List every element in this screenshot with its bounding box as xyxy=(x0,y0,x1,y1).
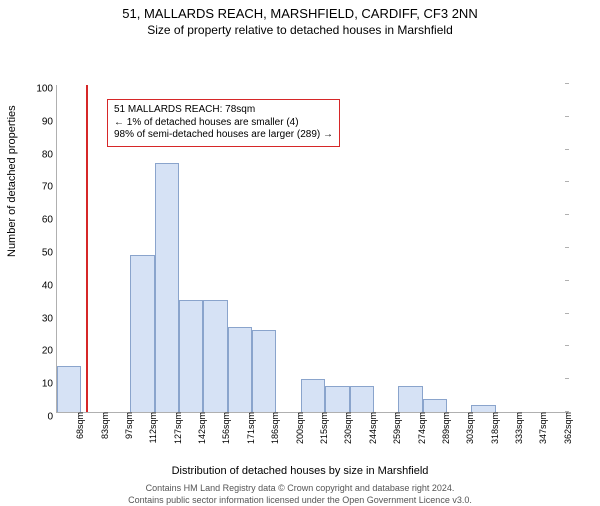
y-tick-mark xyxy=(565,116,569,117)
annotation-line: 51 MALLARDS REACH: 78sqm xyxy=(114,104,333,117)
histogram-bar xyxy=(325,386,349,412)
x-tick-label: 333sqm xyxy=(512,412,524,444)
histogram-bar xyxy=(398,386,422,412)
x-tick-label: 68sqm xyxy=(73,412,85,439)
x-tick-label: 171sqm xyxy=(244,412,256,444)
histogram-bar xyxy=(423,399,447,412)
x-tick-label: 347sqm xyxy=(536,412,548,444)
y-tick-mark xyxy=(565,149,569,150)
x-tick-label: 97sqm xyxy=(122,412,134,439)
footer-attribution: Contains HM Land Registry data © Crown c… xyxy=(0,483,600,506)
x-tick-label: 259sqm xyxy=(390,412,402,444)
y-tick-mark xyxy=(565,247,569,248)
reference-line xyxy=(86,85,88,412)
y-tick-mark xyxy=(565,83,569,84)
y-tick-mark xyxy=(565,345,569,346)
footer-line-2: Contains public sector information licen… xyxy=(0,495,600,506)
x-tick-label: 303sqm xyxy=(463,412,475,444)
y-tick-mark xyxy=(565,214,569,215)
y-tick-label: 100 xyxy=(36,84,57,95)
x-tick-label: 142sqm xyxy=(195,412,207,444)
histogram-bar xyxy=(228,327,252,412)
x-tick-label: 127sqm xyxy=(171,412,183,444)
x-tick-label: 318sqm xyxy=(488,412,500,444)
histogram-bar xyxy=(350,386,374,412)
y-tick-mark xyxy=(565,378,569,379)
x-tick-label: 274sqm xyxy=(415,412,427,444)
histogram-bar xyxy=(57,366,81,412)
annotation-line: ← 1% of detached houses are smaller (4) xyxy=(114,117,333,130)
histogram-bar xyxy=(130,255,154,412)
x-tick-label: 200sqm xyxy=(293,412,305,444)
annotation-line: 98% of semi-detached houses are larger (… xyxy=(114,129,333,142)
x-tick-label: 215sqm xyxy=(317,412,329,444)
footer-line-1: Contains HM Land Registry data © Crown c… xyxy=(0,483,600,495)
y-tick-mark xyxy=(565,181,569,182)
x-tick-label: 186sqm xyxy=(268,412,280,444)
y-tick-mark xyxy=(565,280,569,281)
histogram-bar xyxy=(155,163,179,412)
y-tick-label: 0 xyxy=(47,412,57,423)
y-tick-label: 50 xyxy=(42,248,57,259)
annotation-box: 51 MALLARDS REACH: 78sqm← 1% of detached… xyxy=(107,99,340,147)
page-title: 51, MALLARDS REACH, MARSHFIELD, CARDIFF,… xyxy=(0,6,600,21)
x-axis-label: Distribution of detached houses by size … xyxy=(0,465,600,477)
y-tick-label: 90 xyxy=(42,116,57,127)
plot-area: 010203040506070809010068sqm83sqm97sqm112… xyxy=(56,85,568,413)
y-tick-label: 40 xyxy=(42,280,57,291)
y-tick-mark xyxy=(565,313,569,314)
x-tick-label: 289sqm xyxy=(439,412,451,444)
x-tick-label: 244sqm xyxy=(366,412,378,444)
y-tick-label: 60 xyxy=(42,215,57,226)
histogram-bar xyxy=(203,300,227,412)
y-tick-label: 20 xyxy=(42,346,57,357)
x-tick-label: 362sqm xyxy=(561,412,573,444)
chart-container: Number of detached properties 0102030405… xyxy=(0,37,600,413)
x-tick-label: 156sqm xyxy=(219,412,231,444)
y-tick-label: 30 xyxy=(42,313,57,324)
y-tick-label: 70 xyxy=(42,182,57,193)
y-tick-label: 80 xyxy=(42,149,57,160)
x-tick-label: 112sqm xyxy=(146,412,158,443)
histogram-bar xyxy=(179,300,203,412)
x-tick-label: 230sqm xyxy=(341,412,353,444)
histogram-bar xyxy=(301,379,325,412)
y-tick-label: 10 xyxy=(42,379,57,390)
histogram-bar xyxy=(252,330,276,412)
x-tick-label: 83sqm xyxy=(98,412,110,439)
page-subtitle: Size of property relative to detached ho… xyxy=(0,23,600,37)
y-axis-label: Number of detached properties xyxy=(6,105,18,257)
